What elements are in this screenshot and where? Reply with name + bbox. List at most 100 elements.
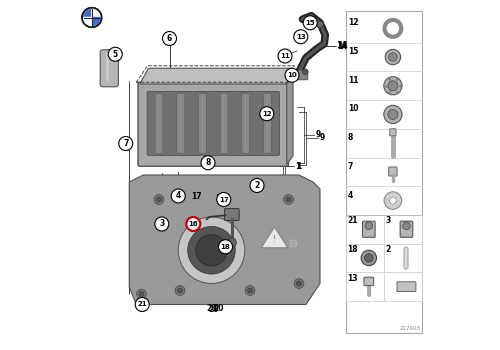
Text: 2: 2	[386, 245, 390, 254]
Text: 11: 11	[348, 76, 358, 85]
Circle shape	[402, 222, 410, 230]
Bar	[384, 244, 422, 272]
Text: 11: 11	[280, 53, 290, 59]
Text: 5: 5	[112, 50, 118, 59]
Circle shape	[155, 217, 169, 231]
Text: 6: 6	[170, 32, 175, 41]
Text: 13: 13	[348, 274, 358, 283]
Text: 21: 21	[348, 216, 358, 225]
Text: 14: 14	[337, 41, 347, 50]
Text: 17: 17	[215, 194, 226, 203]
Text: 10: 10	[287, 72, 297, 78]
Text: 14: 14	[336, 41, 346, 50]
Circle shape	[390, 197, 396, 204]
Text: 2: 2	[254, 181, 260, 190]
Text: 20: 20	[206, 304, 217, 313]
Circle shape	[227, 238, 236, 247]
Circle shape	[175, 286, 185, 295]
Text: 16: 16	[188, 221, 198, 227]
FancyBboxPatch shape	[138, 82, 288, 166]
Text: 3: 3	[386, 216, 390, 225]
FancyBboxPatch shape	[397, 282, 416, 292]
FancyBboxPatch shape	[224, 209, 239, 220]
Bar	[384, 215, 422, 244]
Text: 7: 7	[348, 162, 354, 171]
Circle shape	[108, 47, 122, 61]
Bar	[346, 10, 422, 332]
Text: 12: 12	[262, 111, 272, 117]
FancyBboxPatch shape	[390, 129, 396, 136]
Circle shape	[388, 81, 398, 91]
Text: 227603: 227603	[400, 326, 420, 331]
Circle shape	[278, 49, 292, 63]
Circle shape	[302, 69, 308, 75]
Polygon shape	[261, 227, 288, 248]
Circle shape	[250, 178, 264, 192]
Text: !: !	[273, 235, 276, 244]
Text: 15: 15	[306, 20, 315, 26]
Text: 4: 4	[348, 190, 353, 199]
Circle shape	[162, 32, 176, 46]
Circle shape	[178, 288, 182, 293]
FancyBboxPatch shape	[220, 93, 228, 153]
Text: 19: 19	[288, 240, 298, 249]
Bar	[346, 215, 384, 244]
Text: 8: 8	[348, 133, 354, 142]
Text: 17: 17	[219, 196, 228, 203]
FancyBboxPatch shape	[198, 93, 206, 153]
Bar	[346, 244, 384, 272]
FancyBboxPatch shape	[264, 93, 272, 153]
Circle shape	[156, 197, 162, 202]
Circle shape	[178, 217, 245, 284]
Polygon shape	[140, 68, 293, 84]
Circle shape	[384, 192, 402, 209]
Circle shape	[384, 105, 402, 124]
Circle shape	[119, 136, 133, 150]
Circle shape	[286, 197, 291, 202]
Circle shape	[388, 53, 397, 61]
Text: 18: 18	[348, 245, 358, 254]
Text: 14: 14	[337, 42, 347, 51]
Circle shape	[84, 9, 100, 26]
Text: 19: 19	[287, 240, 296, 249]
FancyBboxPatch shape	[294, 70, 308, 80]
Circle shape	[384, 77, 402, 95]
Circle shape	[218, 240, 232, 254]
Text: 8: 8	[206, 158, 210, 167]
FancyBboxPatch shape	[147, 91, 280, 155]
Circle shape	[139, 292, 144, 296]
Circle shape	[135, 298, 149, 312]
FancyBboxPatch shape	[177, 93, 184, 153]
Text: 6: 6	[167, 34, 172, 43]
Text: 1: 1	[296, 162, 302, 171]
Circle shape	[82, 8, 102, 27]
Circle shape	[260, 107, 274, 121]
Text: 20: 20	[208, 304, 218, 314]
Text: 15: 15	[348, 47, 358, 56]
Circle shape	[171, 189, 185, 203]
Circle shape	[188, 226, 236, 274]
Circle shape	[196, 234, 227, 266]
Text: 7: 7	[123, 139, 128, 148]
Polygon shape	[129, 175, 320, 304]
Text: 9: 9	[316, 130, 320, 139]
Text: 20: 20	[213, 304, 224, 313]
Circle shape	[296, 281, 302, 286]
Text: 9: 9	[320, 133, 324, 142]
Bar	[384, 272, 422, 301]
Circle shape	[217, 193, 231, 206]
Circle shape	[316, 21, 324, 28]
Wedge shape	[84, 9, 92, 18]
Text: 4: 4	[176, 191, 181, 201]
Wedge shape	[84, 18, 92, 26]
Circle shape	[136, 289, 146, 299]
Text: 1: 1	[296, 162, 301, 171]
Circle shape	[303, 16, 317, 30]
FancyBboxPatch shape	[362, 221, 375, 237]
Text: 12: 12	[348, 18, 358, 27]
FancyBboxPatch shape	[388, 167, 397, 176]
Bar	[346, 272, 384, 301]
FancyBboxPatch shape	[242, 93, 250, 153]
Text: 21: 21	[138, 301, 147, 308]
Circle shape	[248, 288, 252, 293]
